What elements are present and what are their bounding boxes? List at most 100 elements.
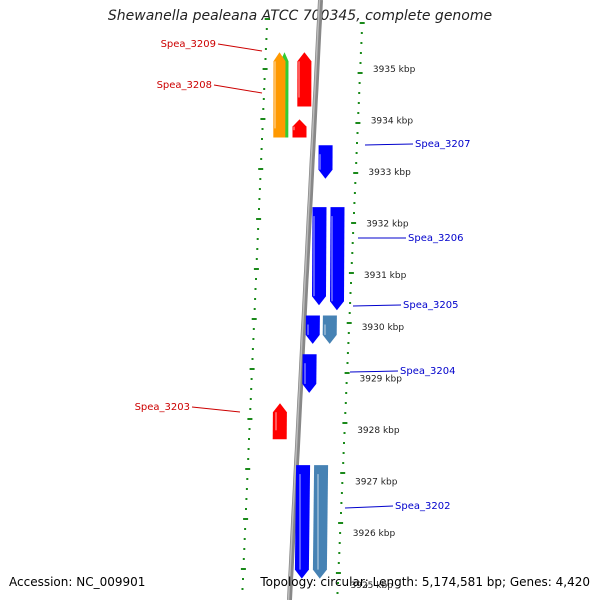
tick-mark <box>245 468 251 470</box>
tick-mark <box>251 348 254 350</box>
scale-label: 3933 kbp <box>368 168 411 178</box>
gene-arrow-r4[interactable] <box>305 315 320 344</box>
tick-mark <box>264 18 270 20</box>
tick-mark <box>249 368 255 370</box>
tick-mark <box>341 482 344 484</box>
tick-mark <box>342 462 345 464</box>
label-leader <box>352 304 402 307</box>
scale-label: 3931 kbp <box>364 271 407 281</box>
tick-mark <box>340 512 342 514</box>
tick-mark <box>351 222 357 224</box>
tick-mark <box>258 208 260 210</box>
tick-mark <box>337 582 339 584</box>
tick-mark <box>350 262 353 264</box>
gene-arrow-f3[interactable] <box>297 52 312 107</box>
tick-mark <box>262 68 268 70</box>
tick-mark <box>245 488 248 490</box>
tick-mark <box>255 278 257 280</box>
gene-arrow-r8[interactable] <box>312 465 329 579</box>
tick-mark <box>342 422 348 424</box>
tick-mark <box>254 288 257 290</box>
label-leader <box>213 84 263 94</box>
gene-label-f5[interactable]: Spea_3203 <box>135 402 190 413</box>
tick-mark <box>350 282 352 284</box>
tick-mark <box>353 212 355 214</box>
tick-mark <box>356 142 358 144</box>
tick-mark <box>343 432 346 434</box>
label-leader <box>191 406 241 413</box>
tick-mark <box>353 202 356 204</box>
gene-label-r5[interactable]: Spea_3205 <box>403 300 458 311</box>
tick-mark <box>252 328 255 330</box>
gene-arrow-r5[interactable] <box>322 315 337 344</box>
tick-mark <box>351 252 354 254</box>
tick-mark <box>357 112 360 114</box>
tick-mark <box>265 38 268 40</box>
scale-label: 3934 kbp <box>371 116 414 126</box>
gene-label-f2[interactable]: Spea_3208 <box>157 80 212 91</box>
tick-mark <box>347 332 350 334</box>
tick-mark <box>259 178 262 180</box>
tick-mark <box>243 538 246 540</box>
accession-label: Accession: NC_009901 <box>9 575 146 589</box>
gene-label-r6[interactable]: Spea_3204 <box>400 366 455 377</box>
tick-mark <box>240 568 246 570</box>
tick-mark <box>344 402 347 404</box>
gene-label-r3[interactable]: Spea_3206 <box>408 233 463 244</box>
genome-backbone <box>287 0 323 600</box>
gene-arrow-f4[interactable] <box>292 119 307 138</box>
tick-mark <box>353 192 356 194</box>
feature-track <box>272 52 345 579</box>
map-title: Shewanella pealeana ATCC 700345, complet… <box>107 8 493 24</box>
gene-arrow-r6[interactable] <box>302 354 317 393</box>
tick-mark <box>265 28 268 30</box>
tick-mark <box>243 518 249 520</box>
tick-mark <box>245 508 247 510</box>
tick-mark <box>249 398 252 400</box>
tick-mark <box>250 388 253 390</box>
tick-mark <box>346 352 349 354</box>
tick-mark <box>345 382 348 384</box>
gene-arrow-r3[interactable] <box>330 207 345 311</box>
tick-mark <box>241 588 244 590</box>
tick-mark <box>249 408 252 410</box>
gene-arrow-f5[interactable] <box>272 403 287 440</box>
tick-mark <box>247 448 250 450</box>
tick-mark <box>252 338 255 340</box>
tick-mark <box>262 108 265 110</box>
tick-mark <box>352 232 355 234</box>
tick-mark <box>263 88 266 90</box>
tick-mark <box>345 392 348 394</box>
tick-mark <box>247 418 253 420</box>
gene-label-f1[interactable]: Spea_3209 <box>161 39 216 50</box>
tick-mark <box>338 552 341 554</box>
gene-arrow-r1[interactable] <box>318 145 333 179</box>
label-leader <box>364 143 414 146</box>
tick-mark <box>340 492 343 494</box>
tick-mark <box>245 498 248 500</box>
gene-label-r8[interactable]: Spea_3202 <box>395 501 450 512</box>
tick-mark <box>358 82 361 84</box>
gene-arrow-f2[interactable] <box>273 52 286 138</box>
tick-mark <box>251 318 257 320</box>
tick-mark <box>344 412 347 414</box>
tick-mark <box>359 22 365 24</box>
tick-mark <box>357 72 363 74</box>
gene-arrow-r2[interactable] <box>312 207 327 306</box>
tick-mark <box>251 358 254 360</box>
genome-summary: Topology: circular; Length: 5,174,581 bp… <box>260 575 590 589</box>
scale-label: 3925 kbp <box>351 581 394 591</box>
tick-mark <box>242 558 245 560</box>
tick-mark <box>349 292 352 294</box>
right-tick-ring <box>335 22 365 594</box>
tick-mark <box>355 122 361 124</box>
scale-label: 3929 kbp <box>360 374 403 384</box>
gene-arrow-r7[interactable] <box>294 465 311 579</box>
tick-mark <box>256 248 259 250</box>
scale-label: 3935 kbp <box>373 65 416 75</box>
tick-mark <box>339 532 342 534</box>
gene-label-r1[interactable]: Spea_3207 <box>415 139 470 150</box>
left-tick-ring <box>240 18 270 590</box>
tick-mark <box>355 162 358 164</box>
